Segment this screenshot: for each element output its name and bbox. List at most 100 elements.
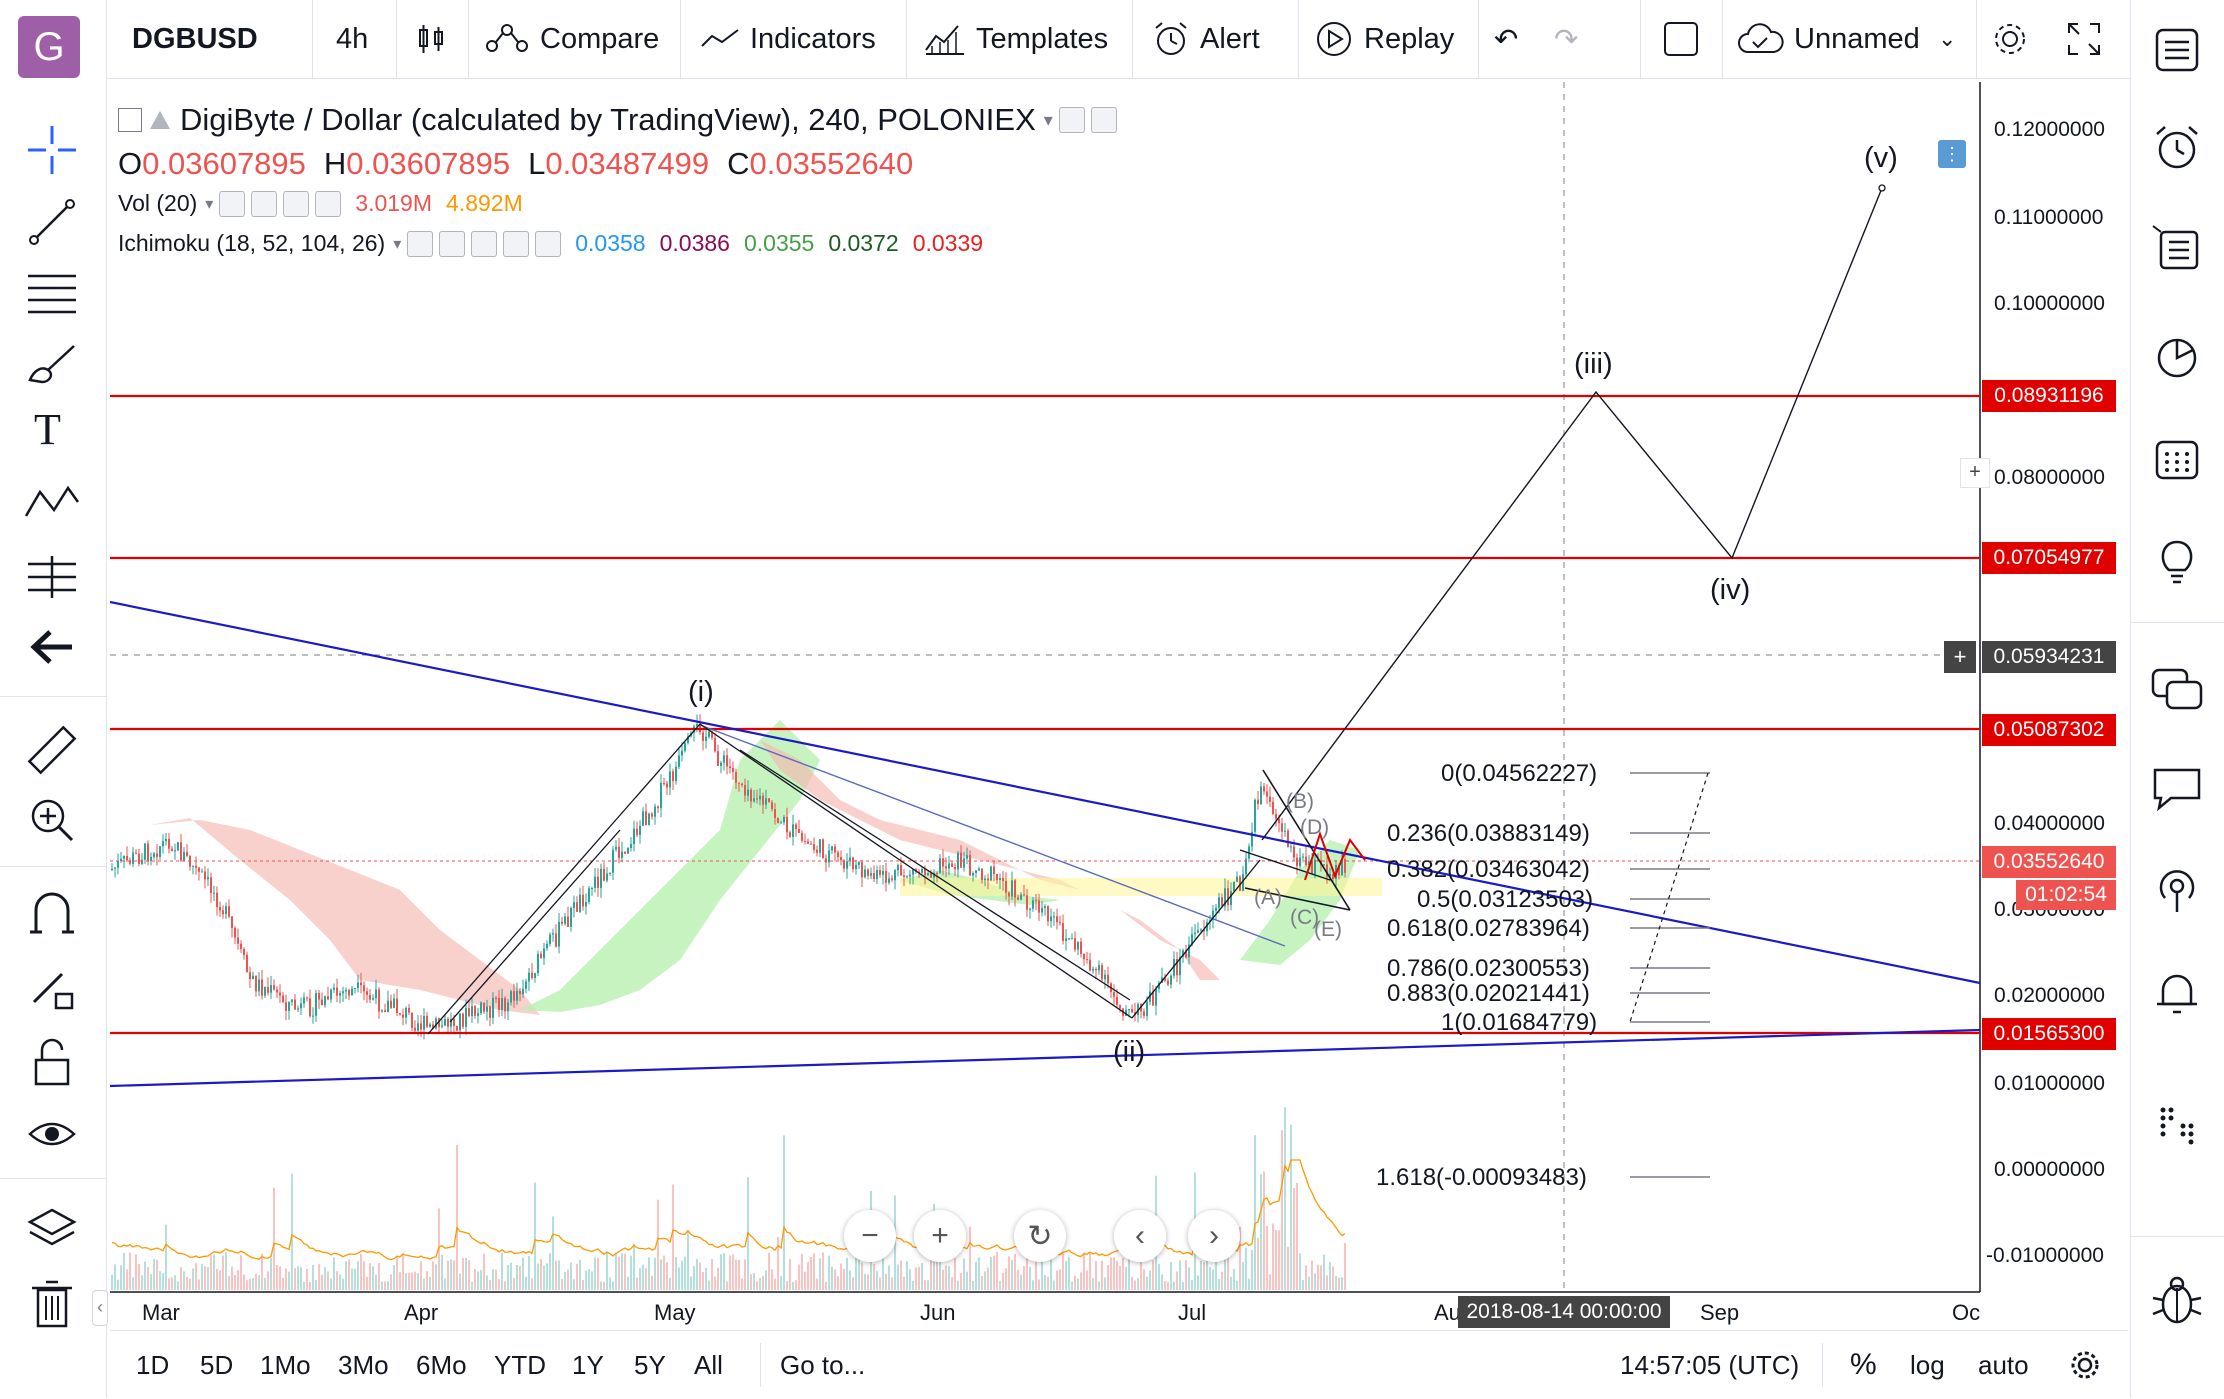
stream-icon[interactable]: [2149, 864, 2205, 916]
collapse-toolbar-button[interactable]: ‹: [92, 1290, 108, 1326]
symbol-search[interactable]: DGBUSD: [132, 0, 258, 78]
collapse-icon[interactable]: [118, 108, 142, 132]
reset-chart-button[interactable]: ↻: [1014, 1210, 1066, 1262]
close-icon[interactable]: [535, 230, 562, 257]
calendar-icon[interactable]: [2151, 432, 2203, 484]
range-button[interactable]: 3Mo: [338, 1349, 389, 1380]
eye-icon[interactable]: [219, 190, 246, 217]
object-tree-button[interactable]: ⋮: [1938, 140, 1966, 168]
correction-channel: [699, 723, 1133, 1019]
volume-bar: [201, 1263, 203, 1290]
gear-icon[interactable]: [439, 230, 466, 257]
arrow-left-icon[interactable]: [26, 624, 78, 670]
goto-button[interactable]: Go to...: [780, 1349, 866, 1380]
prediction-icon[interactable]: [24, 552, 80, 602]
range-button[interactable]: 1Y: [572, 1349, 604, 1380]
horizontal-lines-icon[interactable]: [24, 268, 80, 318]
watchlist-icon[interactable]: [2151, 24, 2203, 76]
log-toggle[interactable]: log: [1910, 1349, 1945, 1380]
scroll-left-button[interactable]: ‹: [1114, 1210, 1166, 1262]
range-button[interactable]: 5D: [200, 1349, 234, 1380]
trend-line-icon[interactable]: [26, 196, 78, 248]
fullscreen-button[interactable]: [2066, 0, 2102, 78]
range-button[interactable]: 1D: [136, 1349, 170, 1380]
range-button[interactable]: 6Mo: [416, 1349, 467, 1380]
magnet-icon[interactable]: [26, 888, 78, 940]
undo-button[interactable]: ↶: [1494, 0, 1518, 78]
range-button[interactable]: 1Mo: [260, 1349, 311, 1380]
alert-button[interactable]: Alert: [1152, 0, 1260, 78]
redo-button[interactable]: ↷: [1554, 0, 1578, 78]
trash-icon[interactable]: [28, 1278, 76, 1330]
lock-icon[interactable]: [28, 1036, 76, 1088]
volume-bar: [549, 1253, 551, 1290]
candle-body: [1080, 941, 1082, 954]
plus-icon[interactable]: [283, 190, 310, 217]
candle-body: [1329, 874, 1331, 877]
lightbulb-icon[interactable]: [2151, 534, 2203, 586]
chevron-down-icon[interactable]: ▾: [393, 235, 402, 253]
gear-icon[interactable]: [251, 190, 278, 217]
news-icon[interactable]: [2151, 222, 2203, 274]
compare-button[interactable]: Compare: [484, 0, 659, 78]
bar-countdown: 01:02:54: [2016, 880, 2116, 910]
volume-bar: [1014, 1253, 1016, 1290]
zoom-out-button[interactable]: −: [844, 1210, 896, 1262]
volume-bar: [132, 1277, 134, 1290]
chart-canvas[interactable]: [109, 82, 2128, 1322]
fullscreen-layout-button[interactable]: [1662, 0, 1700, 78]
chart-settings-button[interactable]: [2068, 1331, 2102, 1399]
chat-bubble-icon[interactable]: [2149, 762, 2205, 814]
dom-icon[interactable]: [2151, 1098, 2203, 1150]
chevron-down-icon[interactable]: ▾: [205, 195, 214, 213]
bell-icon[interactable]: [2151, 966, 2203, 1018]
eye-icon[interactable]: [1058, 107, 1085, 133]
volume-bar: [1035, 1257, 1037, 1290]
eye-icon[interactable]: [26, 1114, 78, 1154]
range-button[interactable]: YTD: [494, 1349, 546, 1380]
eye-icon[interactable]: [407, 230, 434, 257]
stay-in-drawing-mode-icon[interactable]: [26, 962, 78, 1014]
utc-clock[interactable]: 14:57:05 (UTC): [1620, 1349, 1800, 1380]
percent-toggle[interactable]: %: [1850, 1348, 1877, 1381]
interval-button[interactable]: 4h: [336, 0, 368, 78]
add-alert-button[interactable]: +: [1944, 641, 1976, 673]
candle-body: [903, 875, 905, 877]
candle-body: [138, 853, 140, 864]
volume-bar: [945, 1265, 947, 1290]
pattern-icon[interactable]: [22, 476, 82, 526]
chart-area[interactable]: − + ↻ ‹ › ⋮ +: [109, 82, 2128, 1322]
alarm-clock-icon[interactable]: [2151, 122, 2203, 174]
settings-button[interactable]: [1990, 0, 2030, 78]
templates-button[interactable]: Templates: [924, 0, 1108, 78]
layout-menu-button[interactable]: ⌄: [1938, 0, 1956, 78]
range-button[interactable]: 5Y: [634, 1349, 666, 1380]
gear-icon[interactable]: [1090, 107, 1117, 133]
data-window-icon[interactable]: [2151, 330, 2203, 382]
text-tool-icon[interactable]: T: [34, 405, 61, 454]
volume-bar: [153, 1259, 155, 1290]
ruler-icon[interactable]: [24, 722, 80, 778]
indicators-button[interactable]: Indicators: [700, 0, 876, 78]
brush-icon[interactable]: [24, 340, 80, 390]
braces-icon[interactable]: [471, 230, 498, 257]
add-level-button[interactable]: +: [1960, 458, 1990, 488]
zoom-in-icon[interactable]: [26, 794, 78, 846]
crosshair-icon[interactable]: [24, 122, 80, 178]
plus-icon[interactable]: [503, 230, 530, 257]
replay-button[interactable]: Replay: [1314, 0, 1454, 78]
layers-icon[interactable]: [26, 1204, 78, 1256]
scroll-right-button[interactable]: ›: [1188, 1210, 1240, 1262]
auto-toggle[interactable]: auto: [1978, 1349, 2029, 1380]
chats-icon[interactable]: [2149, 664, 2205, 716]
app-logo[interactable]: G: [18, 16, 80, 78]
close-icon[interactable]: [315, 190, 342, 217]
bug-icon[interactable]: [2149, 1270, 2205, 1330]
candle-body: [630, 844, 632, 848]
chevron-down-icon[interactable]: ▾: [1043, 109, 1053, 130]
candle-body: [129, 860, 131, 864]
chart-type-button[interactable]: [414, 0, 448, 78]
zoom-in-button[interactable]: +: [914, 1210, 966, 1262]
save-layout-button[interactable]: Unnamed: [1736, 0, 1920, 78]
range-button[interactable]: All: [694, 1349, 723, 1380]
